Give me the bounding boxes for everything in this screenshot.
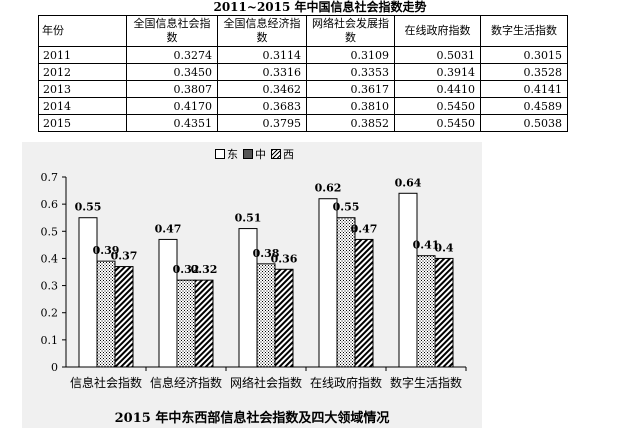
chart-panel: 东 中 西 0 0.1 0.2 0.3 0.4 0.5 0.6 0.7 信息社会指数 信息经济指数… bbox=[22, 142, 482, 428]
bar-middle-4 bbox=[336, 217, 356, 368]
x-category-label: 数字生活指数 bbox=[390, 375, 462, 390]
y-tick-label: 0.1 bbox=[41, 334, 59, 347]
table-cell: 0.3114 bbox=[217, 46, 307, 64]
bar-middle-5 bbox=[416, 255, 436, 368]
table-cell: 0.3109 bbox=[306, 46, 395, 64]
data-label-east: 0.51 bbox=[235, 212, 262, 225]
y-tick-label: 0 bbox=[51, 361, 58, 374]
bar-west-3 bbox=[274, 268, 294, 368]
col-header-online-gov: 在线政府指数 bbox=[394, 15, 481, 47]
data-label-middle: 0.39 bbox=[93, 244, 120, 257]
table-cell: 0.4141 bbox=[480, 80, 568, 98]
table-row: 2013 0.3807 0.3462 0.3617 0.4410 0.4141 bbox=[38, 80, 568, 98]
table-cell: 0.4351 bbox=[126, 114, 218, 132]
table-cell: 0.5031 bbox=[394, 46, 481, 64]
table-cell: 0.4170 bbox=[126, 97, 218, 115]
bar-middle-3 bbox=[256, 263, 276, 368]
table-cell: 0.3914 bbox=[394, 63, 481, 81]
table-header-row: 年份 全国信息社会指数 全国信息经济指数 网络社会发展指数 在线政府指数 数字生… bbox=[38, 15, 568, 47]
bar-west-1 bbox=[114, 266, 134, 368]
bar-west-5 bbox=[434, 257, 454, 368]
table-cell: 0.3316 bbox=[217, 63, 307, 81]
data-label-middle: 0.32 bbox=[173, 263, 200, 276]
legend-label-east: 东 bbox=[227, 148, 238, 161]
table-cell: 0.5450 bbox=[394, 114, 481, 132]
table-cell: 0.3462 bbox=[217, 80, 307, 98]
y-tick-label: 0.5 bbox=[41, 225, 59, 238]
bar-west-4 bbox=[354, 238, 374, 368]
table-cell: 0.3617 bbox=[306, 80, 395, 98]
col-header-year: 年份 bbox=[38, 15, 127, 47]
table-cell: 2011 bbox=[38, 46, 127, 64]
legend-label-middle: 中 bbox=[255, 148, 266, 161]
data-label-west: 0.32 bbox=[191, 263, 218, 276]
x-category-label: 信息经济指数 bbox=[150, 375, 222, 390]
data-label-middle: 0.38 bbox=[253, 247, 280, 260]
data-label-east: 0.47 bbox=[155, 222, 182, 235]
y-tick-label: 0.4 bbox=[41, 252, 59, 265]
table-cell: 0.5038 bbox=[480, 114, 568, 132]
bar-east-1 bbox=[78, 217, 98, 368]
data-label-east: 0.62 bbox=[315, 182, 342, 195]
legend-label-west: 西 bbox=[283, 148, 294, 161]
table-cell: 2014 bbox=[38, 97, 127, 115]
table-cell: 2015 bbox=[38, 114, 127, 132]
table-cell: 0.3015 bbox=[480, 46, 568, 64]
y-tick-label: 0.3 bbox=[41, 280, 59, 293]
table-cell: 0.4410 bbox=[394, 80, 481, 98]
table-row: 2015 0.4351 0.3795 0.3852 0.5450 0.5038 bbox=[38, 114, 568, 132]
bar-middle-1 bbox=[96, 260, 116, 368]
table-cell: 0.3450 bbox=[126, 63, 218, 81]
x-category-label: 在线政府指数 bbox=[310, 375, 382, 390]
y-tick-label: 0.6 bbox=[41, 198, 59, 211]
col-header-info-society: 全国信息社会指数 bbox=[126, 15, 218, 47]
table-cell: 0.3274 bbox=[126, 46, 218, 64]
table-row: 2014 0.4170 0.3683 0.3810 0.5450 0.4589 bbox=[38, 97, 568, 115]
table-cell: 0.5450 bbox=[394, 97, 481, 115]
data-label-west: 0.47 bbox=[351, 222, 378, 235]
table-row: 2011 0.3274 0.3114 0.3109 0.5031 0.3015 bbox=[38, 46, 568, 64]
data-label-middle: 0.55 bbox=[333, 201, 360, 214]
legend-swatch-middle bbox=[243, 149, 253, 159]
bar-chart: 0 0.1 0.2 0.3 0.4 0.5 0.6 0.7 信息社会指数 信息经济指数 网络社会指数… bbox=[41, 171, 467, 390]
col-header-network-society: 网络社会发展指数 bbox=[306, 15, 395, 47]
table-cell: 0.3683 bbox=[217, 97, 307, 115]
table-cell: 0.3810 bbox=[306, 97, 395, 115]
data-label-east: 0.64 bbox=[395, 176, 422, 189]
legend-swatch-east bbox=[215, 149, 225, 159]
chart-title: 2015 年中东西部信息社会指数及四大领域情况 bbox=[114, 411, 390, 426]
y-tick-label: 0.2 bbox=[41, 307, 59, 320]
table-cell: 2012 bbox=[38, 63, 127, 81]
table-cell: 2013 bbox=[38, 80, 127, 98]
data-label-west: 0.37 bbox=[111, 250, 138, 263]
y-tick-label: 0.7 bbox=[41, 171, 59, 184]
table-cell: 0.3852 bbox=[306, 114, 395, 132]
legend: 东 中 西 bbox=[212, 146, 294, 162]
bar-east-2 bbox=[158, 238, 178, 368]
col-header-digital-life: 数字生活指数 bbox=[480, 15, 568, 47]
data-label-middle: 0.41 bbox=[413, 239, 440, 252]
table-cell: 0.4589 bbox=[480, 97, 568, 115]
bar-west-2 bbox=[194, 279, 214, 368]
table-cell: 0.3807 bbox=[126, 80, 218, 98]
table-row: 2012 0.3450 0.3316 0.3353 0.3914 0.3528 bbox=[38, 63, 568, 81]
data-label-east: 0.55 bbox=[75, 201, 102, 214]
data-label-west: 0.36 bbox=[271, 252, 298, 265]
x-category-label: 网络社会指数 bbox=[230, 375, 302, 390]
col-header-info-economy: 全国信息经济指数 bbox=[217, 15, 307, 47]
index-table: 年份 全国信息社会指数 全国信息经济指数 网络社会发展指数 在线政府指数 数字生… bbox=[38, 15, 568, 132]
legend-swatch-west bbox=[271, 149, 281, 159]
table-cell: 0.3528 bbox=[480, 63, 568, 81]
bar-east-4 bbox=[318, 198, 338, 368]
table-cell: 0.3353 bbox=[306, 63, 395, 81]
bar-east-5 bbox=[398, 192, 418, 368]
table-cell: 0.3795 bbox=[217, 114, 307, 132]
data-label-west: 0.4 bbox=[434, 241, 453, 254]
table-title: 2011~2015 年中国信息社会指数走势 bbox=[213, 0, 427, 14]
x-category-label: 信息社会指数 bbox=[70, 375, 142, 390]
bar-middle-2 bbox=[176, 279, 196, 368]
